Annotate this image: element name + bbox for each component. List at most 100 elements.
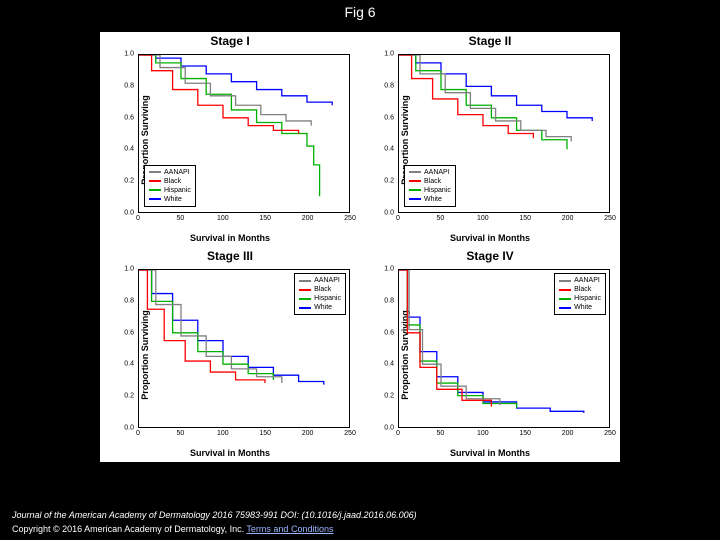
legend-swatch — [559, 307, 571, 309]
legend-label: Black — [424, 177, 441, 186]
y-tick: 0.0 — [384, 210, 394, 217]
y-tick: 0.4 — [384, 361, 394, 368]
legend: AANAPIBlackHispanicWhite — [294, 273, 346, 315]
legend-item: AANAPI — [409, 168, 451, 177]
y-tick: 0.6 — [384, 114, 394, 121]
x-ticks: 050100150200250 — [398, 430, 610, 440]
legend-swatch — [409, 171, 421, 173]
y-tick: 1.0 — [124, 51, 134, 58]
y-tick: 0.2 — [124, 178, 134, 185]
legend-swatch — [299, 289, 311, 291]
subplot-title: Stage III — [100, 249, 360, 263]
y-tick: 1.0 — [124, 266, 134, 273]
y-ticks: 0.00.20.40.60.81.0 — [378, 54, 396, 213]
y-tick: 0.4 — [124, 146, 134, 153]
y-tick: 0.8 — [124, 82, 134, 89]
legend-label: AANAPI — [574, 276, 600, 285]
legend-label: Black — [314, 285, 331, 294]
legend-item: White — [299, 303, 341, 312]
x-tick: 200 — [562, 215, 574, 222]
x-axis-label: Survival in Months — [100, 233, 360, 243]
y-tick: 0.0 — [384, 425, 394, 432]
legend: AANAPIBlackHispanicWhite — [404, 165, 456, 207]
legend-swatch — [559, 289, 571, 291]
x-tick: 0 — [136, 215, 140, 222]
legend-label: Hispanic — [424, 186, 451, 195]
legend-item: White — [559, 303, 601, 312]
legend-item: White — [149, 195, 191, 204]
figure-label: Fig 6 — [0, 4, 720, 20]
x-tick: 0 — [396, 430, 400, 437]
x-ticks: 050100150200250 — [138, 430, 350, 440]
x-tick: 250 — [604, 215, 616, 222]
x-ticks: 050100150200250 — [398, 215, 610, 225]
y-tick: 0.6 — [384, 329, 394, 336]
subplot: Stage IProportion SurvivingSurvival in M… — [100, 32, 360, 247]
x-tick: 250 — [344, 215, 356, 222]
legend-swatch — [299, 298, 311, 300]
subplot-title: Stage II — [360, 34, 620, 48]
chart-grid: Stage IProportion SurvivingSurvival in M… — [100, 32, 620, 462]
survival-curve — [139, 270, 265, 383]
legend-item: Black — [559, 285, 601, 294]
legend-label: White — [424, 195, 442, 204]
legend-item: AANAPI — [149, 168, 191, 177]
figure-page: Fig 6 Stage IProportion SurvivingSurviva… — [0, 0, 720, 540]
legend-label: Hispanic — [574, 294, 601, 303]
x-tick: 50 — [176, 430, 184, 437]
survival-curve — [399, 270, 517, 408]
x-tick: 0 — [396, 215, 400, 222]
legend-item: Black — [299, 285, 341, 294]
y-ticks: 0.00.20.40.60.81.0 — [118, 269, 136, 428]
legend-label: Hispanic — [314, 294, 341, 303]
legend-swatch — [559, 298, 571, 300]
x-tick: 150 — [259, 430, 271, 437]
y-tick: 0.6 — [124, 329, 134, 336]
legend-item: Hispanic — [559, 294, 601, 303]
x-axis-label: Survival in Months — [100, 448, 360, 458]
legend-swatch — [559, 280, 571, 282]
x-tick: 200 — [302, 215, 314, 222]
x-tick: 200 — [562, 430, 574, 437]
legend-label: Black — [574, 285, 591, 294]
x-axis-label: Survival in Months — [360, 448, 620, 458]
legend-item: Hispanic — [149, 186, 191, 195]
survival-curve — [399, 55, 567, 149]
x-tick: 100 — [217, 215, 229, 222]
y-ticks: 0.00.20.40.60.81.0 — [378, 269, 396, 428]
legend-swatch — [149, 198, 161, 200]
legend: AANAPIBlackHispanicWhite — [554, 273, 606, 315]
legend-item: Black — [409, 177, 451, 186]
legend-swatch — [409, 189, 421, 191]
subplot: Stage IIIProportion SurvivingSurvival in… — [100, 247, 360, 462]
legend-item: White — [409, 195, 451, 204]
x-tick: 150 — [259, 215, 271, 222]
legend-label: AANAPI — [164, 168, 190, 177]
y-tick: 0.8 — [384, 82, 394, 89]
survival-curve — [139, 55, 311, 126]
x-tick: 50 — [436, 430, 444, 437]
copyright-prefix: Copyright © 2016 American Academy of Der… — [12, 524, 246, 534]
subplot-title: Stage IV — [360, 249, 620, 263]
y-tick: 0.2 — [384, 393, 394, 400]
y-tick: 0.8 — [384, 297, 394, 304]
subplot-title: Stage I — [100, 34, 360, 48]
x-tick: 0 — [136, 430, 140, 437]
legend-item: AANAPI — [299, 276, 341, 285]
y-tick: 1.0 — [384, 51, 394, 58]
legend-swatch — [149, 189, 161, 191]
y-tick: 0.6 — [124, 114, 134, 121]
y-tick: 0.0 — [124, 425, 134, 432]
y-tick: 1.0 — [384, 266, 394, 273]
terms-link[interactable]: Terms and Conditions — [246, 524, 333, 534]
legend-label: AANAPI — [314, 276, 340, 285]
legend-label: Black — [164, 177, 181, 186]
subplot: Stage IIProportion SurvivingSurvival in … — [360, 32, 620, 247]
legend-item: AANAPI — [559, 276, 601, 285]
legend-label: AANAPI — [424, 168, 450, 177]
legend-item: Hispanic — [299, 294, 341, 303]
x-tick: 50 — [436, 215, 444, 222]
copyright-text: Copyright © 2016 American Academy of Der… — [12, 524, 708, 534]
citation-text: Journal of the American Academy of Derma… — [12, 510, 708, 520]
legend-label: White — [574, 303, 592, 312]
